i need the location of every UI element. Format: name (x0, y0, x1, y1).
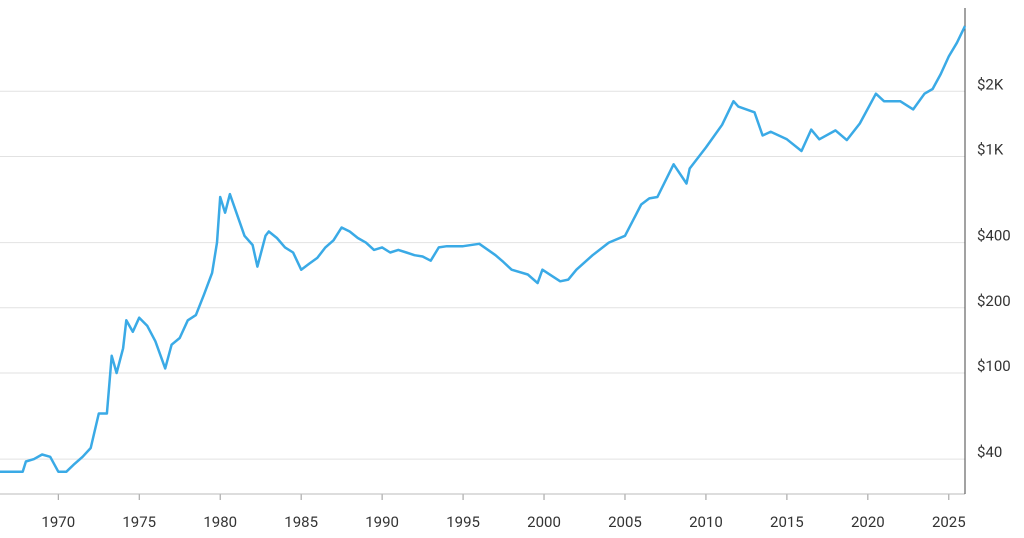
y-tick-label: $1K (977, 140, 1004, 158)
x-tick-label: 2000 (527, 513, 561, 531)
x-tick-label: 1995 (446, 513, 480, 531)
x-tick-label: 1980 (203, 513, 237, 531)
x-tick-label: 1990 (365, 513, 399, 531)
y-tick-label: $400 (977, 227, 1011, 245)
x-tick-label: 2020 (851, 513, 885, 531)
x-tick-label: 1970 (41, 513, 75, 531)
x-tick-label: 1985 (284, 513, 318, 531)
x-tick-label: 2015 (770, 513, 804, 531)
x-tick-label: 2025 (932, 513, 966, 531)
y-tick-label: $200 (977, 292, 1011, 310)
x-tick-label: 2005 (608, 513, 642, 531)
x-tick-label: 1975 (122, 513, 156, 531)
y-tick-label: $100 (977, 357, 1011, 375)
y-tick-label: $2K (977, 75, 1004, 93)
y-tick-label: $40 (977, 443, 1002, 461)
price-line (0, 25, 967, 473)
x-tick-label: 2010 (689, 513, 723, 531)
